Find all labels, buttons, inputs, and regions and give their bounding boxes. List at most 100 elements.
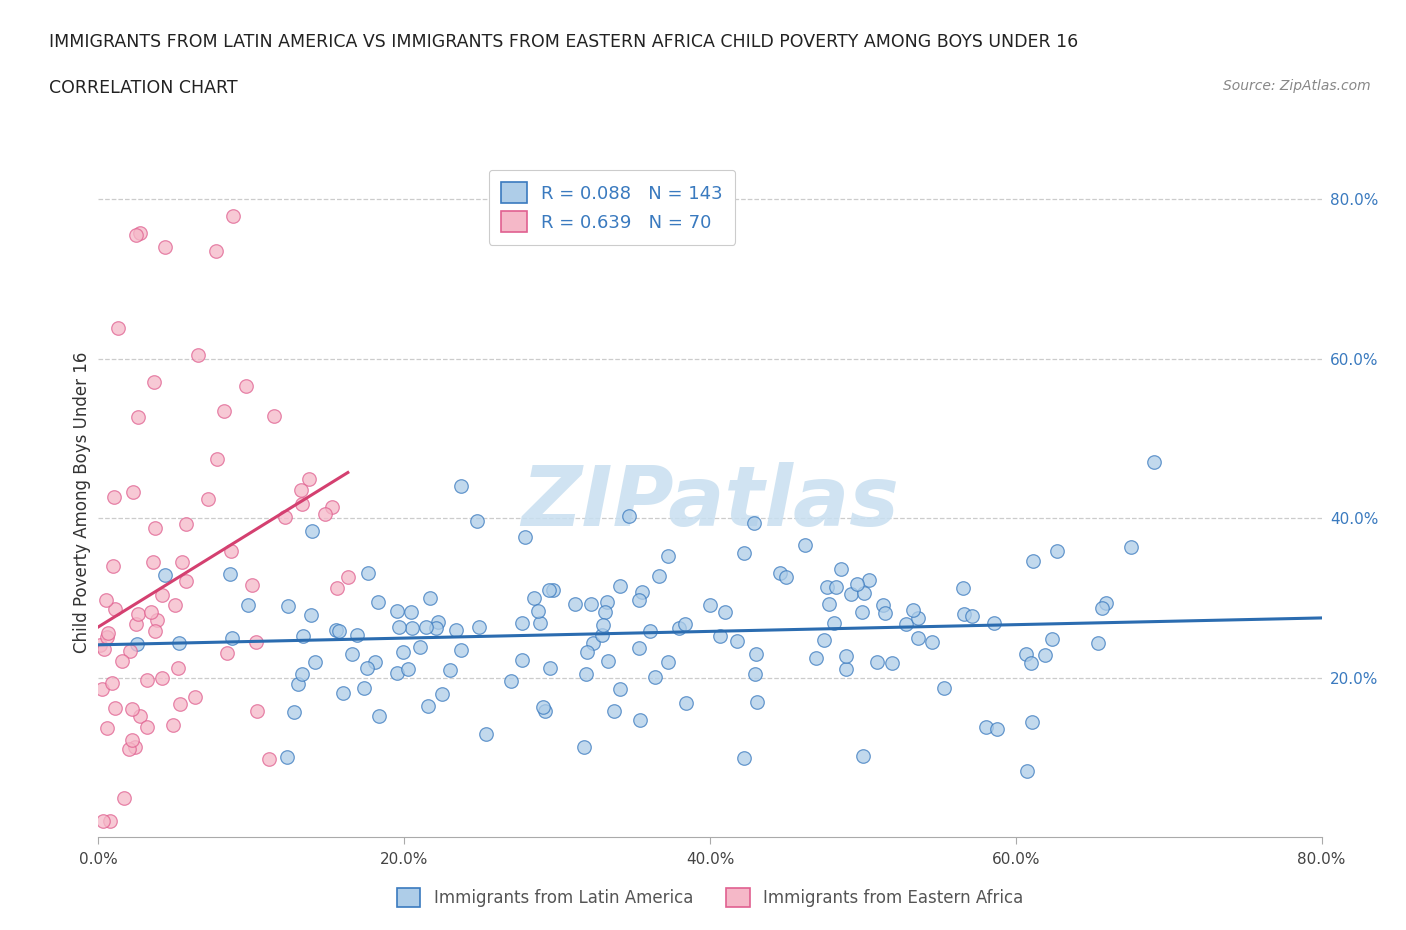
Point [217,645,239,660]
Point [907,611,929,626]
Point [388,619,411,634]
Point [865,655,887,670]
Point [277,598,299,613]
Point [325,622,347,637]
Point [657,549,679,564]
Point [276,750,298,764]
Point [104,602,127,617]
Point [127,607,149,622]
Point [1021,714,1043,729]
Point [93,642,115,657]
Point [128,226,150,241]
Text: Source: ZipAtlas.com: Source: ZipAtlas.com [1223,79,1371,93]
Point [98,814,121,829]
Point [162,718,184,733]
Point [124,740,146,755]
Point [222,208,245,223]
Point [882,656,904,671]
Point [391,644,413,659]
Point [298,472,321,486]
Point [263,409,285,424]
Point [292,629,315,644]
Point [564,597,586,612]
Point [675,696,697,711]
Point [513,529,536,544]
Point [531,699,554,714]
Point [172,554,194,569]
Point [1091,601,1114,616]
Point [501,674,523,689]
Point [627,592,650,607]
Point [529,616,551,631]
Point [709,629,731,644]
Point [357,565,380,580]
Point [1033,648,1056,663]
Point [121,701,143,716]
Point [983,616,1005,631]
Point [125,228,148,243]
Point [1040,631,1063,646]
Point [647,569,669,584]
Point [91,682,114,697]
Point [332,685,354,700]
Point [142,554,165,569]
Point [872,598,894,613]
Point [467,514,489,529]
Point [205,452,228,467]
Point [1119,539,1142,554]
Point [169,635,191,650]
Point [301,608,323,623]
Point [274,510,297,525]
Point [725,634,748,649]
Point [1046,543,1069,558]
Point [668,620,690,635]
Point [197,491,219,506]
Point [96,630,118,644]
Point [538,582,561,597]
Text: CORRELATION CHART: CORRELATION CHART [49,79,238,97]
Point [986,722,1008,737]
Point [401,620,423,635]
Point [952,581,974,596]
Point [218,567,240,582]
Point [301,524,323,538]
Point [699,598,721,613]
Point [122,485,145,500]
Point [141,604,163,619]
Point [638,623,661,638]
Point [769,565,792,580]
Point [153,239,176,254]
Point [353,680,375,695]
Point [591,628,613,643]
Point [907,631,929,645]
Point [742,515,765,530]
Point [146,612,169,627]
Point [628,712,651,727]
Point [745,694,768,709]
Point [96,721,118,736]
Point [257,751,280,766]
Point [596,653,619,668]
Point [775,569,797,584]
Point [212,404,235,418]
Point [830,562,852,577]
Point [574,740,596,755]
Point [174,516,197,531]
Y-axis label: Child Poverty Among Boys Under 16: Child Poverty Among Boys Under 16 [73,352,91,653]
Point [510,653,533,668]
Point [221,631,243,645]
Point [579,597,602,612]
Point [430,686,453,701]
Point [657,655,679,670]
Point [841,586,863,601]
Point [903,603,925,618]
Point [336,569,359,584]
Point [89,638,111,653]
Point [166,660,188,675]
Point [187,348,209,363]
Point [304,655,326,670]
Point [851,604,873,619]
Point [103,489,125,504]
Point [846,577,869,591]
Point [673,617,696,631]
